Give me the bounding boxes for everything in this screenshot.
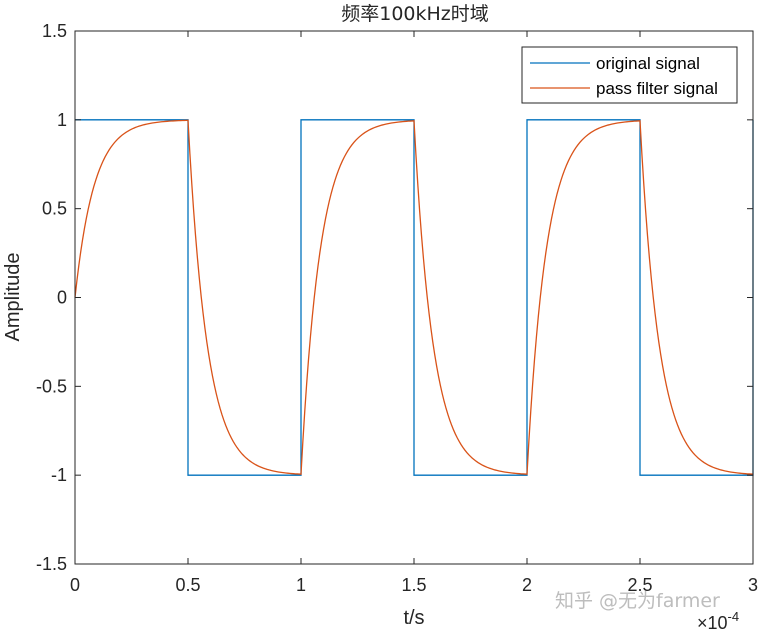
series-line-original-signal [75, 119, 754, 476]
y-tick-label: 0 [57, 288, 67, 308]
chart-title: 频率100kHz时域 [341, 3, 489, 25]
plot-area: 0 0.5 1 1.5 2 2.5 3 1.5 1 0.5 0 -0.5 -1 -1.5 [36, 21, 758, 595]
ticks-layer: 0 0.5 1 1.5 2 2.5 3 1.5 1 0.5 0 -0.5 -1 -1.5 [36, 21, 758, 595]
x-axis-exponent-base: ×10 [697, 613, 728, 631]
x-tick-label: 3 [748, 575, 758, 595]
x-tick-label: 0 [70, 575, 80, 595]
y-tick-label: 0.5 [42, 199, 67, 219]
legend-label-pass-filter-signal: pass filter signal [596, 79, 718, 98]
watermark-text: 知乎 @无为farmer [555, 590, 720, 612]
y-tick-label: -1 [51, 465, 67, 485]
x-tick-label: 1 [296, 575, 306, 595]
y-tick-label: -0.5 [36, 376, 67, 396]
x-tick-label: 0.5 [175, 575, 200, 595]
x-tick-label: 1.5 [401, 575, 426, 595]
y-tick-label: -1.5 [36, 554, 67, 574]
legend: original signal pass filter signal [521, 46, 738, 104]
legend-box [521, 46, 738, 104]
series-layer [74, 119, 754, 476]
y-axis-label: Amplitude [2, 253, 24, 342]
x-tick-label: 2 [522, 575, 532, 595]
x-tick-label: 2.5 [627, 575, 652, 595]
series-line-pass-filter-signal [74, 119, 754, 475]
x-axis-label: t/s [403, 607, 424, 629]
legend-label-original-signal: original signal [596, 54, 700, 73]
x-axis-exponent-power: -4 [728, 609, 740, 624]
y-tick-label: 1.5 [42, 21, 67, 41]
y-tick-label: 1 [57, 110, 67, 130]
x-axis-exponent: ×10-4 [697, 609, 739, 631]
